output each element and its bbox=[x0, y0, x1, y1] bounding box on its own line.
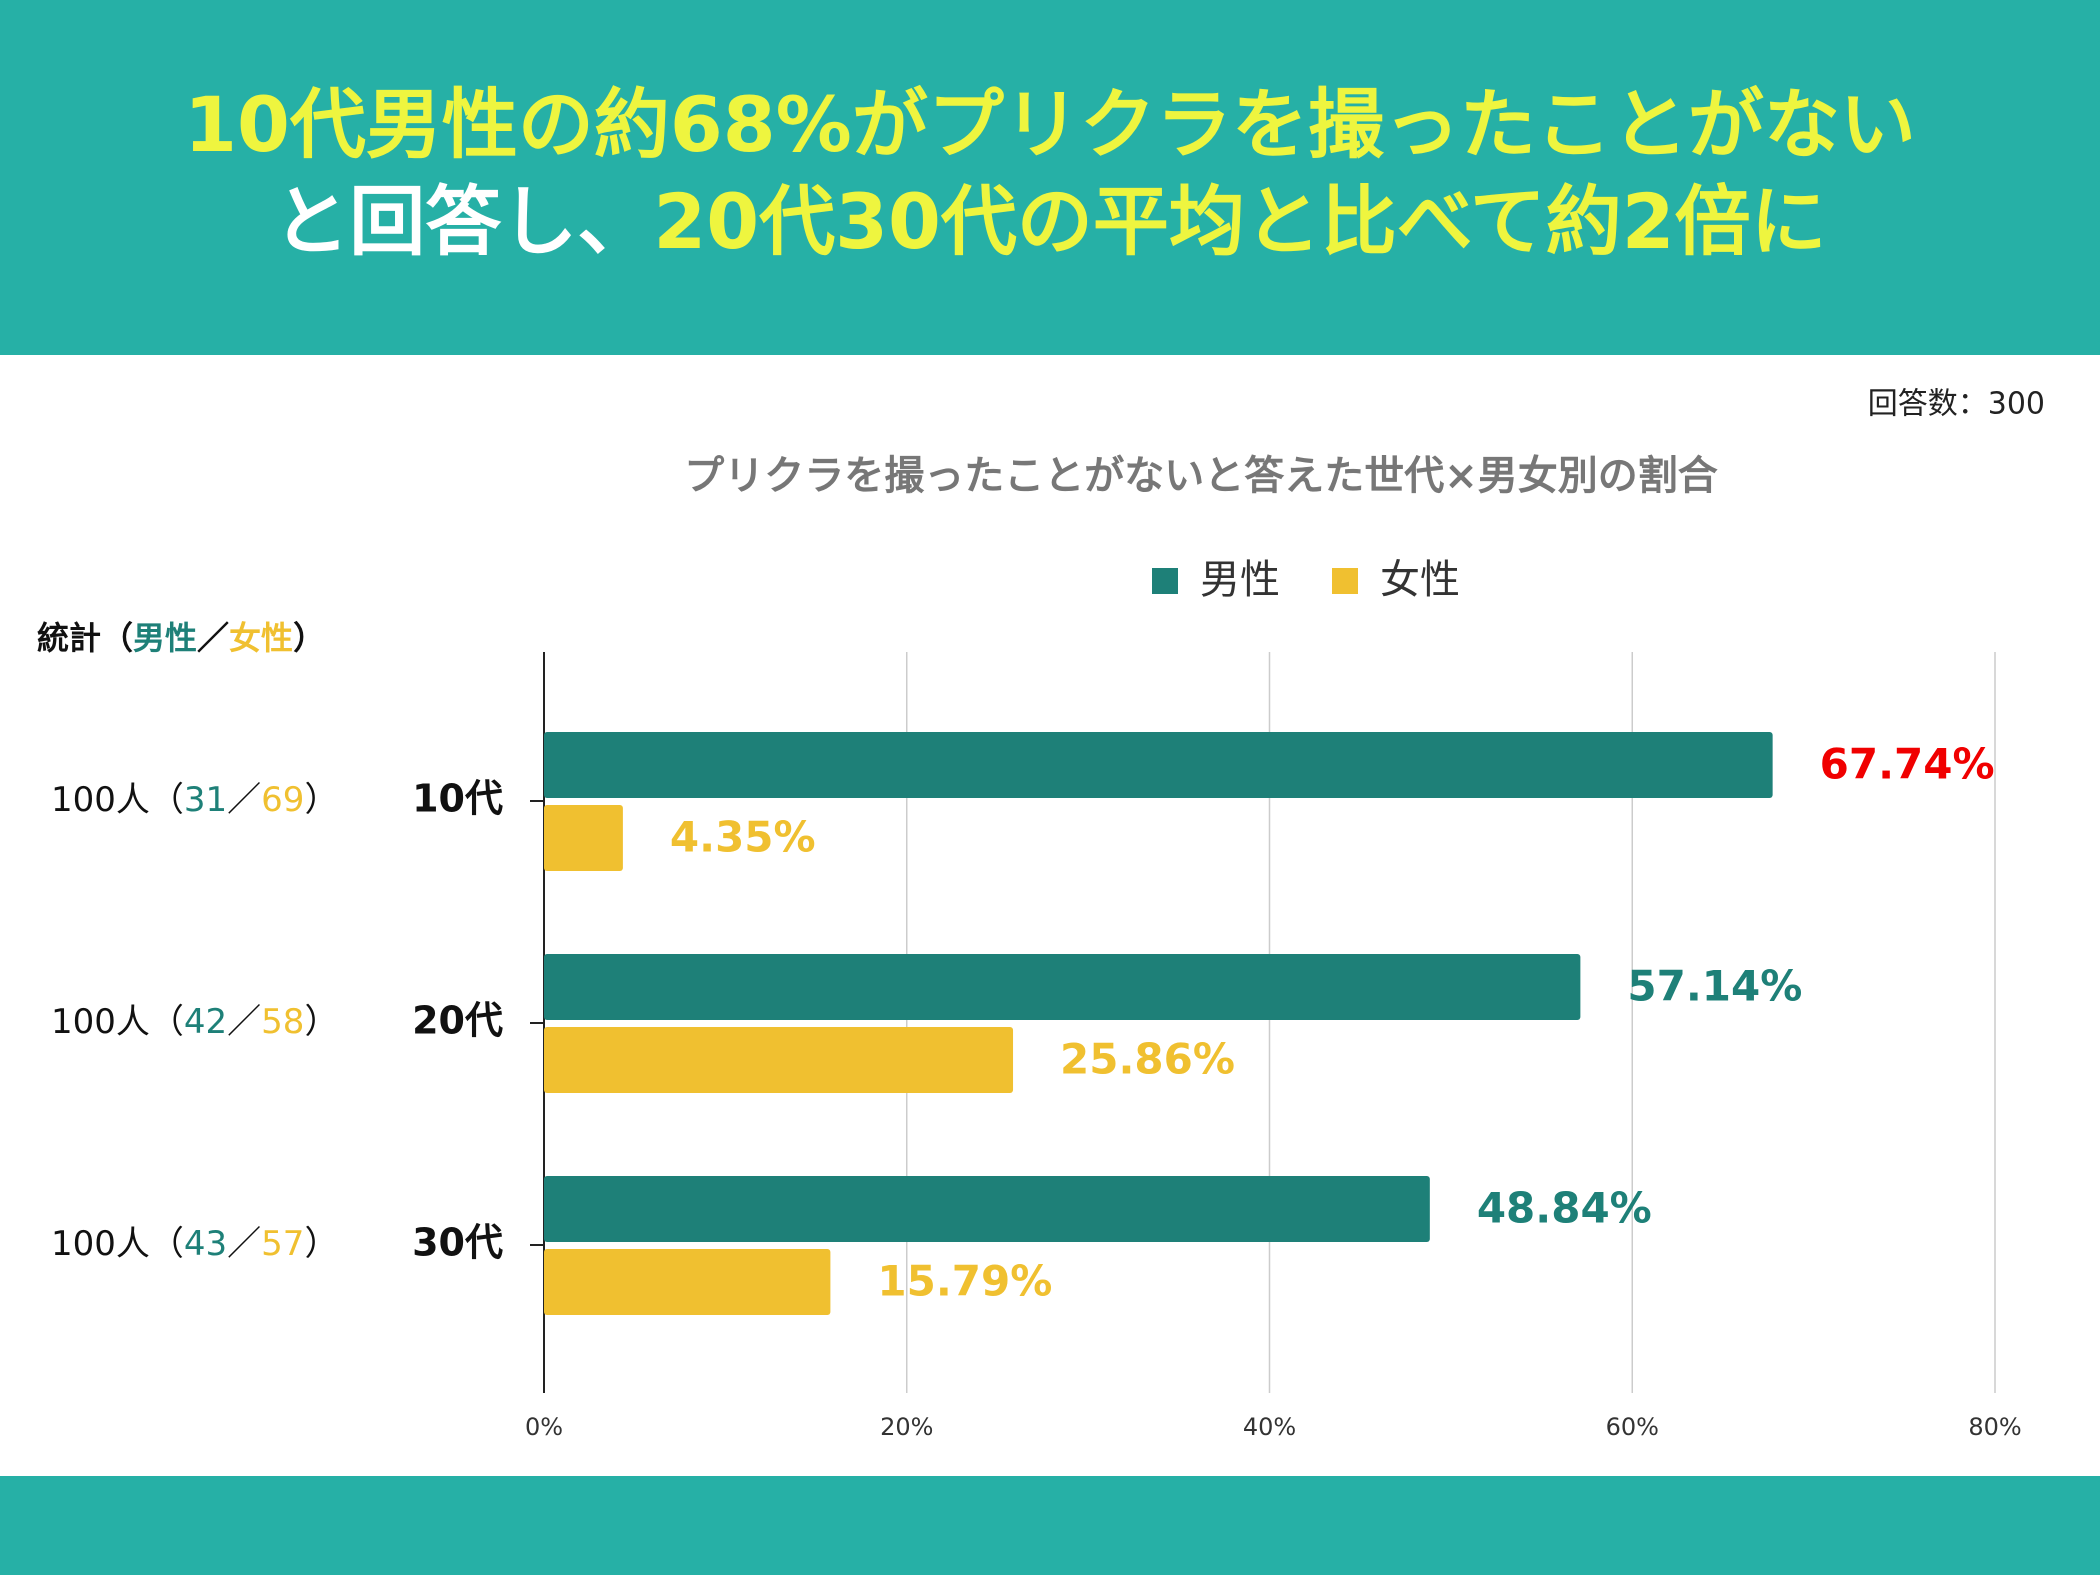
y-tick-label: 20代 bbox=[412, 999, 503, 1043]
stats-header-part: ／ bbox=[197, 619, 229, 657]
headline: 10代男性の約68%がプリクラを撮ったことがない bbox=[184, 80, 1916, 169]
headline-part: 10代男性の約68%がプリクラを撮ったことがない bbox=[184, 80, 1916, 169]
stats-row-part: 100人（ bbox=[51, 780, 184, 820]
footer-band bbox=[0, 1476, 2100, 1575]
x-tick-label: 20% bbox=[880, 1413, 933, 1441]
value-label: 25.86% bbox=[1060, 1035, 1235, 1084]
bar bbox=[544, 954, 1581, 1020]
value-label: 67.74% bbox=[1820, 740, 1995, 789]
value-label: 4.35% bbox=[670, 813, 816, 862]
value-label: 57.14% bbox=[1627, 962, 1802, 1011]
stats-row: 100人（42／58） bbox=[51, 1002, 338, 1042]
x-tick-label: 60% bbox=[1606, 1413, 1659, 1441]
stats-row-part: 42 bbox=[184, 1002, 227, 1042]
bar bbox=[544, 1027, 1014, 1093]
chart-title: プリクラを撮ったことがないと答えた世代×男女別の割合 bbox=[684, 453, 1718, 499]
stats-row-part: 100人（ bbox=[51, 1224, 184, 1264]
legend-swatch bbox=[1332, 568, 1358, 594]
stats-header-part: 男性 bbox=[133, 619, 197, 657]
stats-header: 統計（男性／女性） bbox=[37, 619, 325, 657]
stats-header-part: 統計（ bbox=[37, 619, 133, 657]
y-tick-label: 30代 bbox=[412, 1221, 503, 1265]
bar bbox=[544, 732, 1773, 798]
stats-row-part: ／ bbox=[227, 1002, 261, 1042]
y-tick-label: 10代 bbox=[412, 777, 503, 821]
stats-header-part: ） bbox=[293, 619, 325, 657]
bar bbox=[544, 1249, 831, 1315]
value-label: 15.79% bbox=[877, 1257, 1052, 1306]
stats-row-part: 100人（ bbox=[51, 1002, 184, 1042]
stats-row-part: ） bbox=[304, 780, 338, 820]
stats-row-part: ／ bbox=[227, 1224, 261, 1264]
bar bbox=[544, 805, 623, 871]
stats-row-part: 58 bbox=[261, 1002, 304, 1042]
legend-label: 男性 bbox=[1200, 557, 1280, 603]
stats-row-part: 31 bbox=[184, 780, 227, 820]
x-tick-label: 80% bbox=[1968, 1413, 2021, 1441]
stats-row-part: 69 bbox=[261, 780, 304, 820]
x-tick-label: 40% bbox=[1243, 1413, 1296, 1441]
bar bbox=[544, 1176, 1430, 1242]
note: 回答数：300 bbox=[1868, 387, 2045, 422]
stats-row-part: 57 bbox=[261, 1224, 304, 1264]
headline-part: 20代30代の平均と比べて約2倍に bbox=[653, 177, 1826, 266]
stats-header-part: 女性 bbox=[229, 619, 293, 657]
header-band bbox=[0, 0, 2100, 355]
x-tick-label: 0% bbox=[525, 1413, 563, 1441]
stats-row-part: 43 bbox=[184, 1224, 227, 1264]
value-label: 48.84% bbox=[1477, 1184, 1652, 1233]
stats-row: 100人（31／69） bbox=[51, 780, 338, 820]
stats-row-part: ／ bbox=[227, 780, 261, 820]
headline: と回答し、20代30代の平均と比べて約2倍に bbox=[273, 177, 1826, 266]
legend-label: 女性 bbox=[1380, 557, 1460, 603]
stats-row-part: ） bbox=[304, 1224, 338, 1264]
stats-row-part: ） bbox=[304, 1002, 338, 1042]
headline-part: と回答し、 bbox=[273, 177, 653, 266]
stats-row: 100人（43／57） bbox=[51, 1224, 338, 1264]
legend-swatch bbox=[1152, 568, 1178, 594]
